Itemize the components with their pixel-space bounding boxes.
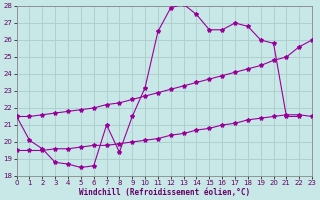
X-axis label: Windchill (Refroidissement éolien,°C): Windchill (Refroidissement éolien,°C)	[79, 188, 250, 197]
